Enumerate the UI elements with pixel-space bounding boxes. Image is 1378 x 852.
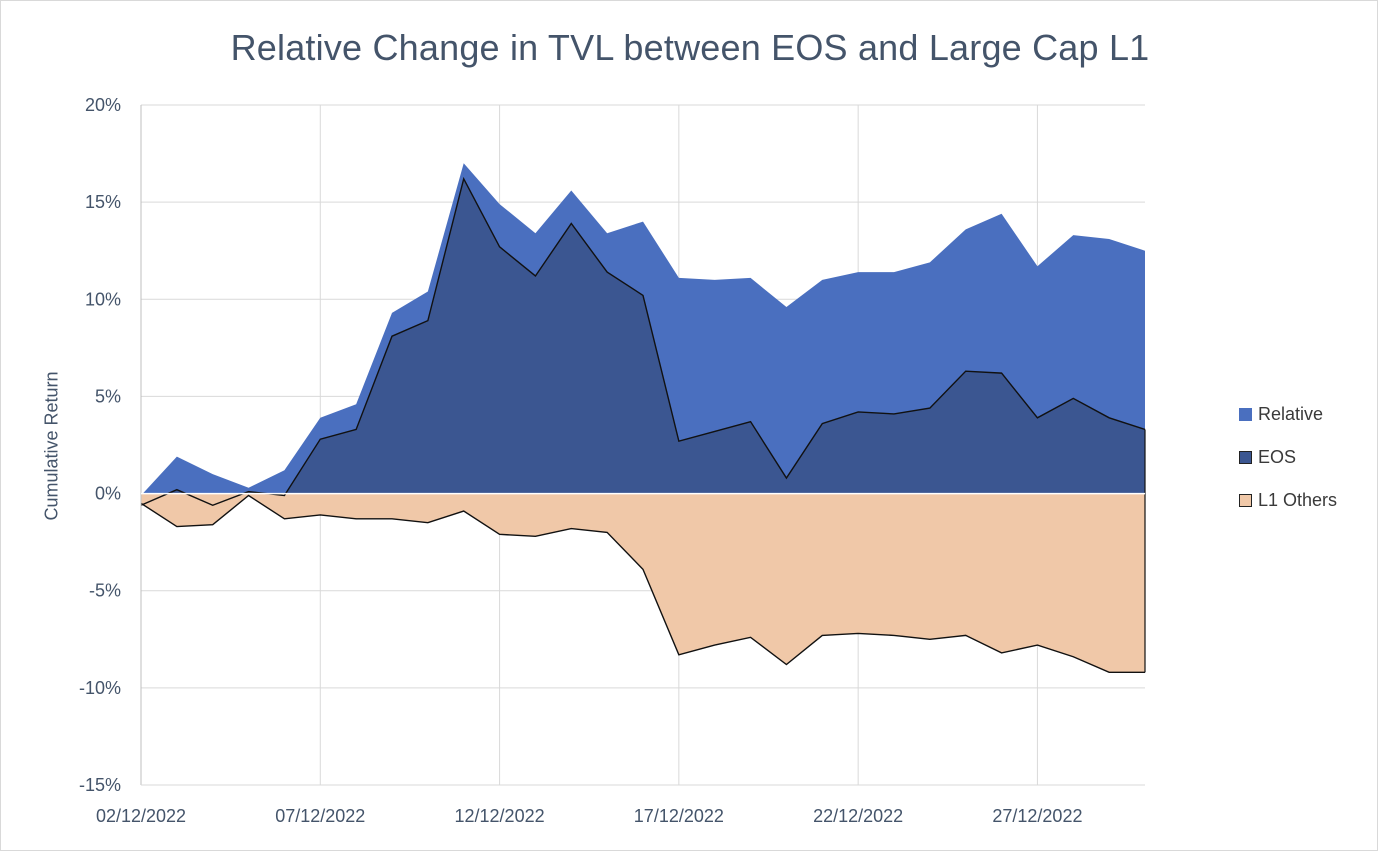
series-areas [141, 163, 1145, 673]
series-area-l1-others [141, 493, 1145, 673]
y-tick-label: -10% [79, 678, 121, 698]
y-tick-label: 0% [95, 484, 121, 504]
x-tick-label: 17/12/2022 [634, 806, 724, 826]
axes [140, 105, 1145, 786]
legend-label-l1-others: L1 Others [1258, 489, 1338, 510]
tick-labels: 20% 15% 10% 5% 0% -5% -10% -15% 02/12/2022 07/12/… [79, 95, 1083, 826]
chart-title: Relative Change in TVL between EOS and L… [230, 27, 1150, 68]
legend-swatch-eos [1239, 450, 1252, 464]
x-tick-label: 12/12/2022 [455, 806, 545, 826]
legend: Relative EOS L1 Others [1239, 403, 1337, 532]
series-outlines [140, 176, 1146, 674]
legend-label-relative: Relative [1258, 403, 1324, 424]
x-tick-label: 07/12/2022 [275, 806, 365, 826]
series-line-eos [140, 176, 1146, 506]
x-tick-label: 22/12/2022 [813, 806, 903, 826]
legend-swatch-l1-others [1239, 493, 1252, 507]
y-tick-label: -15% [79, 775, 121, 795]
series-line-l1-others [140, 494, 1145, 674]
y-tick-label: -5% [89, 581, 121, 601]
x-tick-label: 02/12/2022 [96, 806, 186, 826]
legend-item-relative: Relative [1239, 403, 1337, 425]
legend-swatch-relative [1239, 407, 1252, 421]
series-area-eos [141, 178, 1145, 506]
legend-label-eos: EOS [1258, 446, 1297, 467]
y-tick-label: 10% [85, 289, 121, 309]
legend-item-l1-others: L1 Others [1239, 489, 1337, 511]
y-tick-label: 15% [85, 192, 121, 212]
y-tick-label: 5% [95, 386, 121, 406]
x-tick-label: 27/12/2022 [992, 806, 1082, 826]
y-tick-label: 20% [85, 95, 121, 115]
legend-item-eos: EOS [1239, 446, 1337, 468]
